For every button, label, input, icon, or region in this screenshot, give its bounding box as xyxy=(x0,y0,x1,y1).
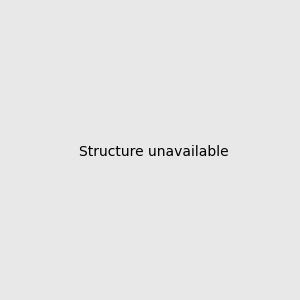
Text: Structure unavailable: Structure unavailable xyxy=(79,145,229,158)
